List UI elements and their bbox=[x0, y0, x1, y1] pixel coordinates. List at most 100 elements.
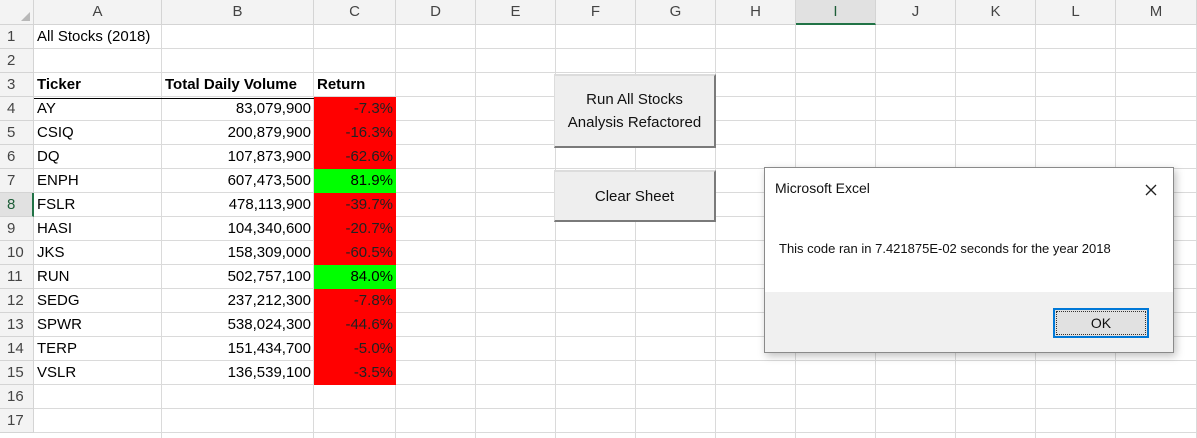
sheet-title-cell[interactable]: All Stocks (2018) bbox=[37, 28, 151, 45]
column-header[interactable]: F bbox=[556, 0, 636, 25]
select-all-corner[interactable] bbox=[0, 0, 34, 25]
clear-sheet-button[interactable]: Clear Sheet bbox=[554, 170, 716, 222]
row-header[interactable]: 3 bbox=[0, 73, 34, 97]
row-gridline bbox=[34, 288, 1197, 289]
ticker-cell[interactable]: TERP bbox=[37, 340, 78, 357]
row-header[interactable]: 16 bbox=[0, 385, 34, 409]
column-gridline bbox=[161, 25, 162, 438]
ticker-cell[interactable]: DQ bbox=[37, 148, 60, 165]
row-gridline bbox=[34, 336, 1197, 337]
return-cell[interactable]: -44.6% bbox=[314, 313, 396, 337]
dialog-message: This code ran in 7.421875E-02 seconds fo… bbox=[779, 241, 1111, 256]
close-icon[interactable] bbox=[1137, 176, 1165, 204]
column-gridline bbox=[313, 25, 314, 438]
ticker-cell[interactable]: VSLR bbox=[37, 364, 77, 381]
header-underline bbox=[34, 98, 395, 99]
column-header[interactable]: E bbox=[476, 0, 556, 25]
row-header[interactable]: 2 bbox=[0, 49, 34, 73]
row-gridline bbox=[34, 312, 1197, 313]
volume-cell[interactable]: 104,340,600 bbox=[227, 220, 311, 237]
return-cell[interactable]: 81.9% bbox=[314, 169, 396, 193]
row-header[interactable]: 8 bbox=[0, 193, 34, 217]
volume-cell[interactable]: 83,079,900 bbox=[235, 100, 311, 117]
volume-cell[interactable]: 136,539,100 bbox=[227, 364, 311, 381]
column-header[interactable]: I bbox=[796, 0, 876, 25]
return-header-cell[interactable]: Return bbox=[317, 76, 366, 93]
column-header[interactable]: A bbox=[34, 0, 162, 25]
return-cell[interactable]: -39.7% bbox=[314, 193, 396, 217]
return-cell[interactable]: -7.8% bbox=[314, 289, 396, 313]
volume-header-cell[interactable]: Total Daily Volume bbox=[165, 76, 297, 93]
ticker-cell[interactable]: AY bbox=[37, 100, 56, 117]
row-header[interactable]: 1 bbox=[0, 25, 34, 49]
column-header[interactable]: B bbox=[162, 0, 314, 25]
run-button-line1: Run All Stocks bbox=[586, 91, 683, 108]
volume-cell[interactable]: 158,309,000 bbox=[227, 244, 311, 261]
volume-cell[interactable]: 200,879,900 bbox=[227, 124, 311, 141]
ticker-cell[interactable]: SEDG bbox=[37, 292, 80, 309]
return-cell[interactable]: -3.5% bbox=[314, 361, 396, 385]
return-cell[interactable]: -20.7% bbox=[314, 217, 396, 241]
row-gridline bbox=[34, 48, 1197, 49]
ticker-cell[interactable]: ENPH bbox=[37, 172, 79, 189]
column-gridline bbox=[475, 25, 476, 438]
dialog-footer: OK bbox=[765, 292, 1173, 352]
row-gridline bbox=[34, 72, 1197, 73]
volume-cell[interactable]: 538,024,300 bbox=[227, 316, 311, 333]
row-header[interactable]: 5 bbox=[0, 121, 34, 145]
dialog-title: Microsoft Excel bbox=[775, 180, 870, 196]
return-cell[interactable]: 84.0% bbox=[314, 265, 396, 289]
column-header[interactable]: M bbox=[1116, 0, 1197, 25]
run-all-stocks-button[interactable]: Run All Stocks Analysis Refactored bbox=[554, 74, 716, 148]
row-gridline bbox=[34, 240, 1197, 241]
volume-cell[interactable]: 151,434,700 bbox=[227, 340, 311, 357]
ticker-cell[interactable]: JKS bbox=[37, 244, 65, 261]
row-header[interactable]: 10 bbox=[0, 241, 34, 265]
ticker-cell[interactable]: SPWR bbox=[37, 316, 82, 333]
column-header[interactable]: C bbox=[314, 0, 396, 25]
column-header[interactable]: H bbox=[716, 0, 796, 25]
return-cell[interactable]: -60.5% bbox=[314, 241, 396, 265]
row-header[interactable]: 7 bbox=[0, 169, 34, 193]
return-cell[interactable]: -7.3% bbox=[314, 97, 396, 121]
volume-cell[interactable]: 107,873,900 bbox=[227, 148, 311, 165]
run-button-line2: Analysis Refactored bbox=[567, 114, 702, 131]
column-header[interactable]: J bbox=[876, 0, 956, 25]
return-cell[interactable]: -16.3% bbox=[314, 121, 396, 145]
volume-cell[interactable]: 478,113,900 bbox=[228, 196, 311, 213]
column-gridline bbox=[555, 25, 556, 438]
ticker-cell[interactable]: FSLR bbox=[37, 196, 76, 213]
row-header[interactable]: 15 bbox=[0, 361, 34, 385]
row-header[interactable]: 9 bbox=[0, 217, 34, 241]
column-header[interactable]: K bbox=[956, 0, 1036, 25]
return-cell[interactable]: -62.6% bbox=[314, 145, 396, 169]
volume-cell[interactable]: 607,473,500 bbox=[227, 172, 311, 189]
row-gridline bbox=[34, 384, 1197, 385]
return-cell[interactable]: -5.0% bbox=[314, 337, 396, 361]
ticker-cell[interactable]: RUN bbox=[37, 268, 70, 285]
ticker-header-cell[interactable]: Ticker bbox=[37, 76, 81, 93]
row-header[interactable]: 14 bbox=[0, 337, 34, 361]
row-gridline bbox=[34, 168, 1197, 169]
row-header[interactable]: 12 bbox=[0, 289, 34, 313]
column-header[interactable]: G bbox=[636, 0, 716, 25]
clear-button-label: Clear Sheet bbox=[594, 187, 675, 205]
row-gridline bbox=[34, 408, 1197, 409]
row-gridline bbox=[34, 264, 1197, 265]
ticker-cell[interactable]: HASI bbox=[37, 220, 73, 237]
volume-cell[interactable]: 237,212,300 bbox=[227, 292, 311, 309]
column-header[interactable]: D bbox=[396, 0, 476, 25]
ok-button[interactable]: OK bbox=[1053, 308, 1149, 338]
row-header[interactable]: 6 bbox=[0, 145, 34, 169]
row-gridline bbox=[34, 432, 1197, 433]
volume-cell[interactable]: 502,757,100 bbox=[227, 268, 311, 285]
row-header[interactable]: 11 bbox=[0, 265, 34, 289]
row-header[interactable]: 4 bbox=[0, 97, 34, 121]
row-header[interactable]: 13 bbox=[0, 313, 34, 337]
column-header[interactable]: L bbox=[1036, 0, 1116, 25]
row-gridline bbox=[34, 360, 1197, 361]
column-gridline bbox=[635, 25, 636, 438]
row-header[interactable]: 17 bbox=[0, 409, 34, 433]
message-box-dialog: Microsoft Excel This code ran in 7.42187… bbox=[764, 167, 1174, 353]
ticker-cell[interactable]: CSIQ bbox=[37, 124, 74, 141]
